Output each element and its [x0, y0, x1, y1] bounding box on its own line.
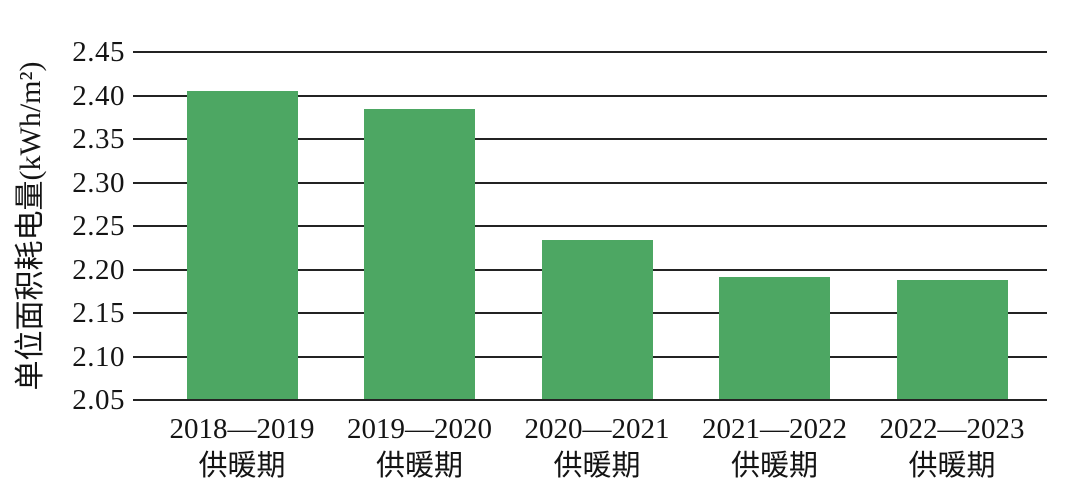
gridline	[133, 225, 1047, 227]
y-tick-label: 2.15	[72, 297, 125, 329]
y-tick-label: 2.35	[72, 123, 125, 155]
x-axis-line	[133, 399, 1047, 401]
y-tick-label: 2.25	[72, 210, 125, 242]
x-tick-label: 2018—2019 供暖期	[142, 411, 342, 485]
x-tick-suffix: 供暖期	[553, 450, 641, 482]
y-tick-label: 2.20	[72, 253, 125, 286]
x-tick-period: 2021—2022	[702, 413, 847, 445]
x-tick-label: 2019—2020 供暖期	[320, 411, 520, 485]
y-tick-label: 2.45	[72, 36, 125, 68]
y-tick-label: 2.30	[72, 166, 125, 199]
x-tick-label: 2022—2023 供暖期	[852, 411, 1052, 485]
bar-2018—2019	[186, 91, 298, 400]
bar-2020—2021	[541, 239, 653, 400]
bar-2021—2022	[719, 277, 830, 400]
x-tick-suffix: 供暖期	[908, 450, 996, 482]
x-tick-period: 2019—2020	[347, 413, 492, 445]
x-tick-suffix: 供暖期	[198, 450, 286, 482]
gridline	[133, 138, 1047, 140]
x-tick-period: 2020—2021	[524, 413, 670, 445]
x-tick-period: 2022—2023	[879, 413, 1025, 445]
x-tick-label: 2020—2021 供暖期	[497, 411, 697, 485]
y-tick-label: 2.05	[72, 384, 125, 416]
gridline	[133, 181, 1047, 184]
x-tick-suffix: 供暖期	[375, 450, 463, 482]
bar-2019—2020	[364, 109, 475, 400]
x-tick-label: 2021—2022 供暖期	[675, 411, 875, 485]
bar-2022—2023	[896, 279, 1008, 400]
y-tick-label: 2.40	[72, 79, 125, 112]
x-tick-period: 2018—2019	[169, 413, 315, 445]
y-tick-label: 2.10	[72, 340, 125, 373]
gridline	[133, 51, 1047, 53]
x-tick-suffix: 供暖期	[730, 450, 818, 482]
gridline	[133, 94, 1047, 97]
